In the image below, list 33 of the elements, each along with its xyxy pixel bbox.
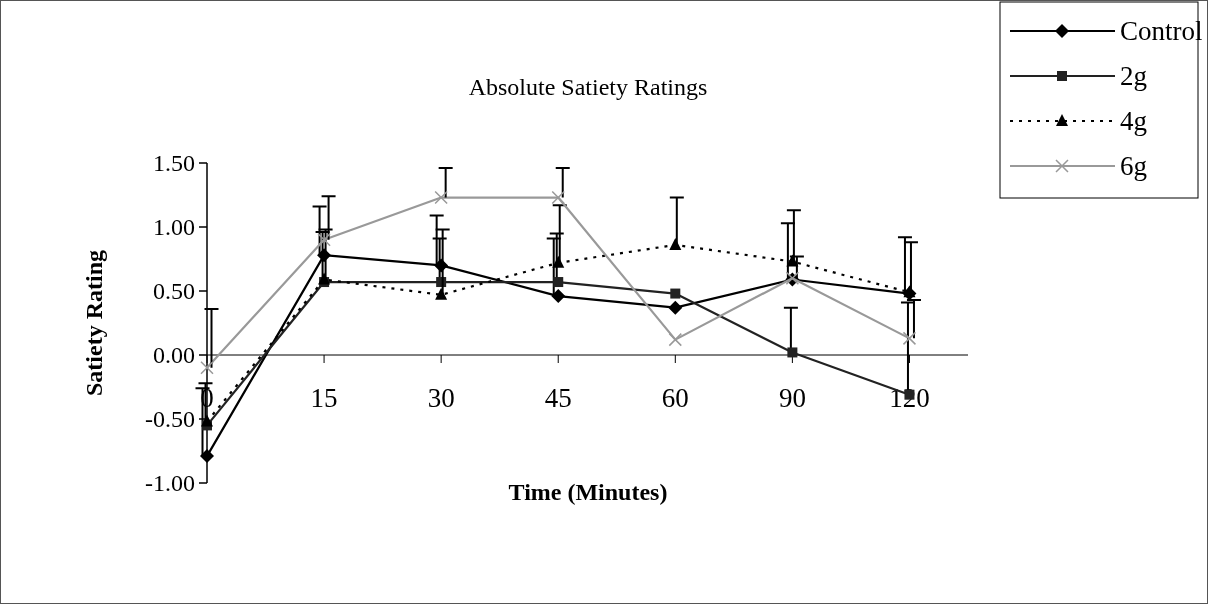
y-tick-label: 1.50 [153,150,195,177]
point [553,277,564,288]
point [786,254,799,267]
x-axis-title: Time (Minutes) [508,479,668,505]
point [434,190,448,205]
legend-label: Control [1120,16,1203,47]
y-axis-title: Satiety Rating [81,250,107,396]
point [318,272,331,285]
point [669,237,682,250]
point [670,288,681,299]
x-tick-label: 30 [427,383,455,413]
x-tick-label: 45 [544,383,572,413]
point [902,331,917,346]
y-tick-label: 0.00 [153,342,195,369]
x-tick-label: 90 [778,383,806,413]
point [552,255,565,268]
point [551,289,566,304]
point [317,233,331,247]
legend-label: 6g [1120,151,1147,182]
point [668,300,683,315]
y-tick-label: 1.00 [153,214,195,241]
x-tick-label: 60 [661,383,689,413]
y-tick-label: 0.50 [153,278,195,305]
y-tick-label: -0.50 [145,406,195,433]
legend-label: 2g [1120,61,1147,92]
point [551,190,565,205]
x-tick-label: 15 [310,383,338,413]
legend-label: 4g [1120,106,1147,137]
chart-title: Absolute Satiety Ratings [468,74,708,100]
y-tick-label: -1.00 [145,470,195,497]
point [435,287,448,300]
point [787,347,798,358]
point [668,332,683,347]
